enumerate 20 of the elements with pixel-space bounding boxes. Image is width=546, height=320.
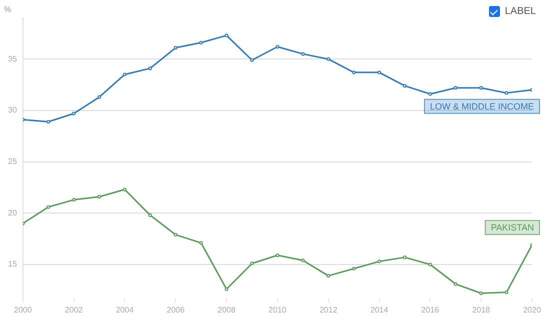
y-tick-label: 20 xyxy=(8,208,18,218)
x-tick-label: 2014 xyxy=(370,305,389,314)
x-tick-label: 2000 xyxy=(14,305,32,314)
y-tick-label: 35 xyxy=(8,54,18,64)
x-tick-label: 2004 xyxy=(116,305,134,314)
x-tick-label: 2008 xyxy=(218,305,236,314)
x-tick-label: 2020 xyxy=(523,305,542,314)
series-label: LOW & MIDDLE INCOME xyxy=(430,101,534,112)
y-tick-label: 25 xyxy=(8,157,18,166)
text: LABEL xyxy=(504,6,536,17)
x-tick-label: 2016 xyxy=(421,305,440,314)
x-tick-label: 2010 xyxy=(268,305,287,314)
y-axis-title: % xyxy=(4,5,12,14)
series-label: PAKISTAN xyxy=(490,222,534,232)
x-tick-label: 2006 xyxy=(166,305,186,314)
y-tick-label: 30 xyxy=(8,106,18,115)
y-tick-label: 15 xyxy=(8,260,18,269)
x-tick-label: 2012 xyxy=(319,305,338,314)
x-tick-label: 2018 xyxy=(472,305,491,314)
x-tick-label: 2002 xyxy=(64,305,84,314)
